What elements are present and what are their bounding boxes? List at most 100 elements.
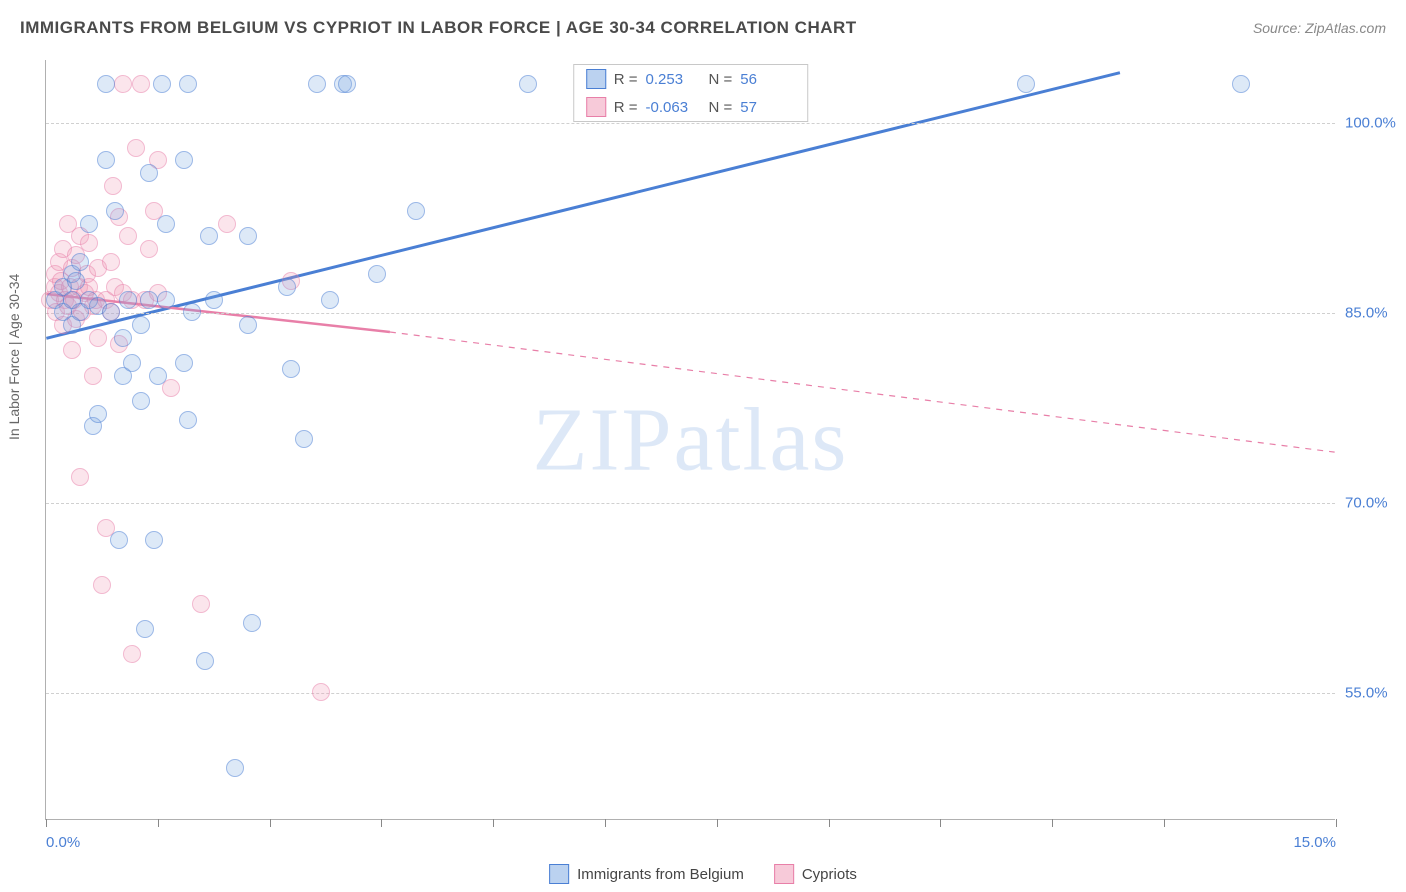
data-point xyxy=(321,291,339,309)
data-point xyxy=(338,75,356,93)
data-point xyxy=(175,354,193,372)
data-point xyxy=(132,316,150,334)
x-tick xyxy=(940,819,941,827)
data-point xyxy=(80,215,98,233)
data-point xyxy=(205,291,223,309)
series-legend: Immigrants from Belgium Cypriots xyxy=(549,864,857,884)
data-point xyxy=(80,234,98,252)
gridline xyxy=(46,123,1335,124)
watermark: ZIPatlas xyxy=(533,388,849,491)
data-point xyxy=(407,202,425,220)
swatch-pink-icon xyxy=(586,97,606,117)
data-point xyxy=(239,227,257,245)
y-tick-label: 70.0% xyxy=(1345,495,1405,512)
x-tick-label: 0.0% xyxy=(46,834,80,851)
y-tick-label: 100.0% xyxy=(1345,115,1405,132)
data-point xyxy=(119,227,137,245)
y-tick-label: 85.0% xyxy=(1345,305,1405,322)
swatch-pink-icon xyxy=(774,864,794,884)
x-tick xyxy=(270,819,271,827)
data-point xyxy=(368,265,386,283)
data-point xyxy=(123,354,141,372)
data-point xyxy=(132,75,150,93)
gridline xyxy=(46,503,1335,504)
data-point xyxy=(200,227,218,245)
data-point xyxy=(136,620,154,638)
data-point xyxy=(312,683,330,701)
data-point xyxy=(67,272,85,290)
source-citation: Source: ZipAtlas.com xyxy=(1253,20,1386,36)
swatch-blue-icon xyxy=(549,864,569,884)
data-point xyxy=(132,392,150,410)
gridline xyxy=(46,313,1335,314)
y-axis-label: In Labor Force | Age 30-34 xyxy=(6,274,22,440)
x-tick xyxy=(1052,819,1053,827)
data-point xyxy=(157,291,175,309)
data-point xyxy=(140,240,158,258)
data-point xyxy=(179,411,197,429)
x-tick xyxy=(1164,819,1165,827)
data-point xyxy=(140,291,158,309)
data-point xyxy=(153,75,171,93)
data-point xyxy=(519,75,537,93)
data-point xyxy=(97,75,115,93)
data-point xyxy=(282,360,300,378)
legend-item-pink: Cypriots xyxy=(774,864,857,884)
data-point xyxy=(140,164,158,182)
data-point xyxy=(157,215,175,233)
data-point xyxy=(93,576,111,594)
x-tick xyxy=(381,819,382,827)
chart-title: IMMIGRANTS FROM BELGIUM VS CYPRIOT IN LA… xyxy=(20,18,857,38)
data-point xyxy=(183,303,201,321)
data-point xyxy=(278,278,296,296)
scatter-chart: ZIPatlas R = 0.253 N = 56 R = -0.063 N =… xyxy=(45,60,1335,820)
data-point xyxy=(123,645,141,663)
data-point xyxy=(114,75,132,93)
data-point xyxy=(226,759,244,777)
data-point xyxy=(1017,75,1035,93)
x-tick xyxy=(46,819,47,827)
x-tick xyxy=(1336,819,1337,827)
data-point xyxy=(149,367,167,385)
data-point xyxy=(106,202,124,220)
data-point xyxy=(119,291,137,309)
data-point xyxy=(84,367,102,385)
data-point xyxy=(89,329,107,347)
data-point xyxy=(89,405,107,423)
x-tick xyxy=(158,819,159,827)
data-point xyxy=(243,614,261,632)
data-point xyxy=(175,151,193,169)
x-tick xyxy=(493,819,494,827)
data-point xyxy=(1232,75,1250,93)
data-point xyxy=(308,75,326,93)
data-point xyxy=(196,652,214,670)
x-tick-label: 15.0% xyxy=(1293,834,1336,851)
x-tick xyxy=(605,819,606,827)
gridline xyxy=(46,693,1335,694)
trend-lines xyxy=(46,60,1335,819)
data-point xyxy=(114,329,132,347)
swatch-blue-icon xyxy=(586,69,606,89)
data-point xyxy=(102,253,120,271)
legend-item-blue: Immigrants from Belgium xyxy=(549,864,744,884)
data-point xyxy=(104,177,122,195)
data-point xyxy=(162,379,180,397)
data-point xyxy=(127,139,145,157)
legend-row-blue: R = 0.253 N = 56 xyxy=(574,65,808,93)
data-point xyxy=(145,531,163,549)
data-point xyxy=(110,531,128,549)
data-point xyxy=(295,430,313,448)
legend-row-pink: R = -0.063 N = 57 xyxy=(574,93,808,121)
data-point xyxy=(192,595,210,613)
y-tick-label: 55.0% xyxy=(1345,685,1405,702)
data-point xyxy=(71,253,89,271)
data-point xyxy=(239,316,257,334)
data-point xyxy=(97,151,115,169)
data-point xyxy=(71,468,89,486)
correlation-legend: R = 0.253 N = 56 R = -0.063 N = 57 xyxy=(573,64,809,122)
x-tick xyxy=(829,819,830,827)
data-point xyxy=(102,303,120,321)
data-point xyxy=(63,341,81,359)
data-point xyxy=(218,215,236,233)
x-tick xyxy=(717,819,718,827)
